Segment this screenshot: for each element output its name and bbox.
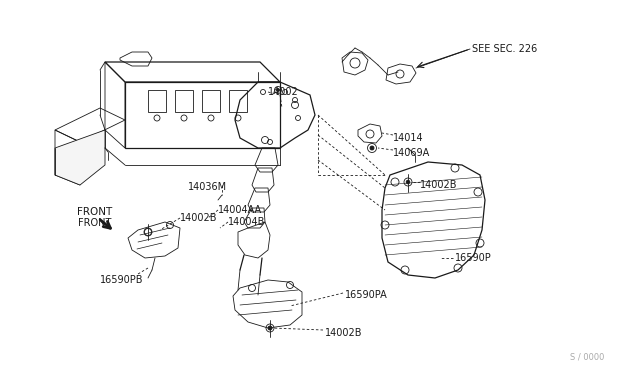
Text: 16590PB: 16590PB xyxy=(100,275,143,285)
Text: S / 0000: S / 0000 xyxy=(570,353,604,362)
Circle shape xyxy=(406,180,410,184)
Text: 16590PA: 16590PA xyxy=(345,290,388,300)
Text: SEE SEC. 226: SEE SEC. 226 xyxy=(472,44,537,54)
Text: 14002B: 14002B xyxy=(180,213,218,223)
Text: 14002B: 14002B xyxy=(420,180,458,190)
Circle shape xyxy=(268,326,272,330)
Text: 14002B: 14002B xyxy=(325,328,362,338)
Text: FRONT: FRONT xyxy=(78,218,112,228)
Text: 14069A: 14069A xyxy=(393,148,430,158)
Text: 16590P: 16590P xyxy=(455,253,492,263)
Text: 14036M: 14036M xyxy=(188,182,227,192)
Text: 14014: 14014 xyxy=(393,133,424,143)
Circle shape xyxy=(370,146,374,150)
Text: 14002: 14002 xyxy=(268,87,299,97)
Text: 14004B: 14004B xyxy=(228,217,266,227)
Circle shape xyxy=(276,89,280,92)
Text: 14004AA: 14004AA xyxy=(218,205,262,215)
Polygon shape xyxy=(55,130,105,185)
Text: FRONT: FRONT xyxy=(77,207,113,217)
